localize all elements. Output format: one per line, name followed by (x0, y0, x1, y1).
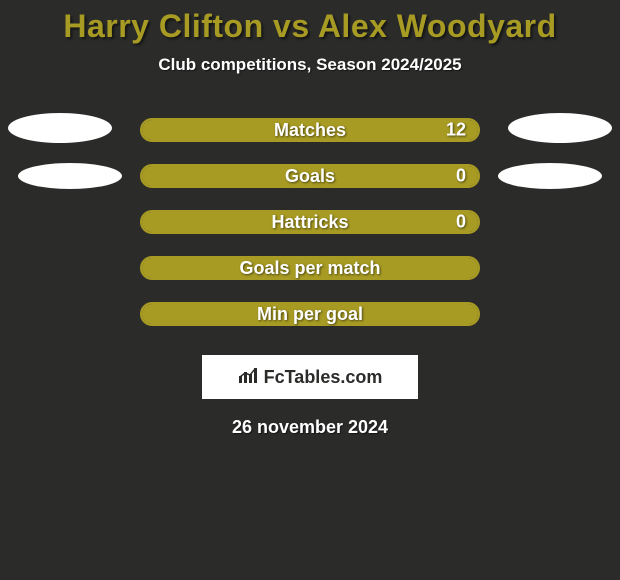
stat-row: Min per goal (0, 291, 620, 337)
logo-text: FcTables.com (264, 367, 383, 388)
stat-value: 0 (456, 212, 466, 233)
side-ellipse (18, 163, 122, 189)
stat-value: 12 (446, 120, 466, 141)
footer-date: 26 november 2024 (0, 417, 620, 438)
stat-pill: Goals 0 (140, 164, 480, 188)
stat-pill: Min per goal (140, 302, 480, 326)
stat-row: Goals per match (0, 245, 620, 291)
stat-label: Goals per match (239, 258, 380, 279)
fctables-logo: FcTables.com (202, 355, 418, 399)
stat-value: 0 (456, 166, 466, 187)
stat-label: Min per goal (257, 304, 363, 325)
stat-pill: Hattricks 0 (140, 210, 480, 234)
bar-chart-icon (238, 366, 260, 389)
side-ellipse (8, 113, 112, 143)
stat-row: Hattricks 0 (0, 199, 620, 245)
stat-pill: Matches 12 (140, 118, 480, 142)
comparison-card: Harry Clifton vs Alex Woodyard Club comp… (0, 0, 620, 580)
stat-pill: Goals per match (140, 256, 480, 280)
stats-area: Matches 12 Goals 0 Hattricks 0 Goals per match… (0, 107, 620, 337)
side-ellipse (508, 113, 612, 143)
side-ellipse (498, 163, 602, 189)
subtitle: Club competitions, Season 2024/2025 (0, 55, 620, 75)
stat-label: Goals (285, 166, 335, 187)
page-title: Harry Clifton vs Alex Woodyard (0, 8, 620, 45)
stat-label: Hattricks (271, 212, 348, 233)
stat-label: Matches (274, 120, 346, 141)
